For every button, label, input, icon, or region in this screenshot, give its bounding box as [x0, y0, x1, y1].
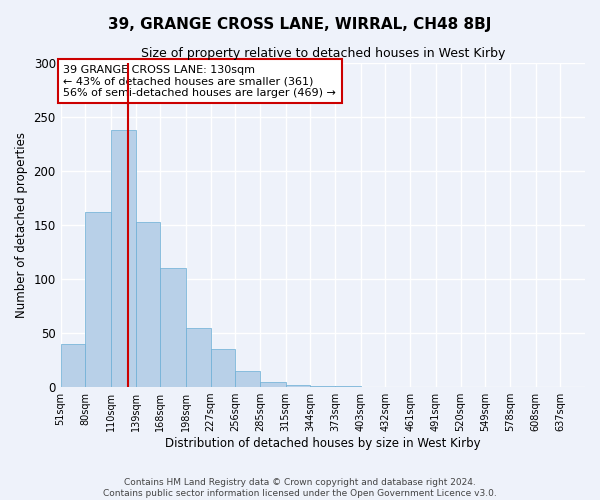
- Bar: [335, 386, 361, 387]
- X-axis label: Distribution of detached houses by size in West Kirby: Distribution of detached houses by size …: [165, 437, 481, 450]
- Text: Contains HM Land Registry data © Crown copyright and database right 2024.
Contai: Contains HM Land Registry data © Crown c…: [103, 478, 497, 498]
- Bar: [260, 382, 286, 387]
- Text: 39, GRANGE CROSS LANE, WIRRAL, CH48 8BJ: 39, GRANGE CROSS LANE, WIRRAL, CH48 8BJ: [109, 18, 491, 32]
- Bar: [111, 130, 136, 387]
- Bar: [211, 350, 235, 387]
- Bar: [186, 328, 211, 387]
- Title: Size of property relative to detached houses in West Kirby: Size of property relative to detached ho…: [140, 48, 505, 60]
- Bar: [160, 268, 186, 387]
- Text: 39 GRANGE CROSS LANE: 130sqm
← 43% of detached houses are smaller (361)
56% of s: 39 GRANGE CROSS LANE: 130sqm ← 43% of de…: [63, 64, 336, 98]
- Bar: [310, 386, 335, 387]
- Bar: [286, 385, 310, 387]
- Bar: [85, 212, 111, 387]
- Y-axis label: Number of detached properties: Number of detached properties: [15, 132, 28, 318]
- Bar: [61, 344, 85, 387]
- Bar: [235, 371, 260, 387]
- Bar: [136, 222, 160, 387]
